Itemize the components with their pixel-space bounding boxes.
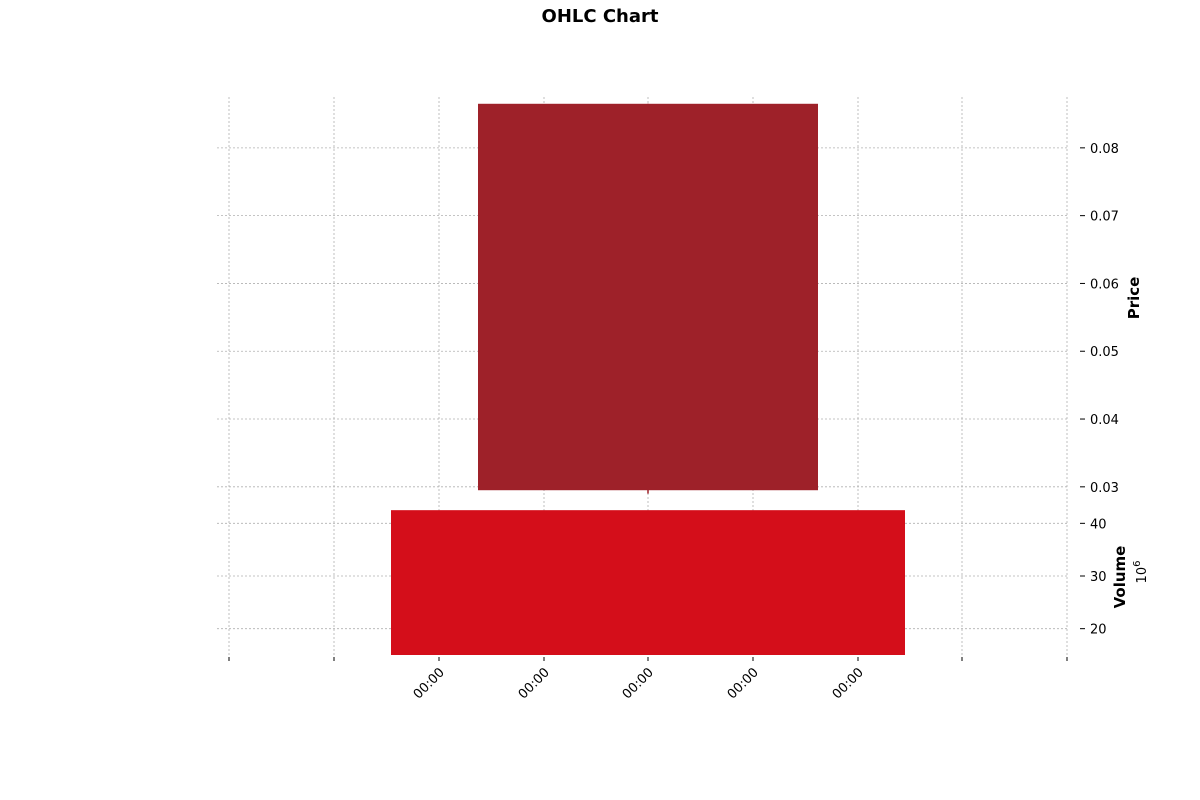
price-axis-label: Price (1125, 277, 1143, 320)
volume-bars (391, 510, 905, 655)
volume-tick-label: 40 (1090, 517, 1107, 532)
candles (478, 103, 818, 494)
x-tick-label: 00:00 (725, 665, 762, 702)
price-tick-label: 0.04 (1090, 413, 1119, 428)
volume-tick-label: 30 (1090, 570, 1107, 585)
x-tick-label: 00:00 (620, 665, 657, 702)
x-tick-label: 00:00 (516, 665, 553, 702)
price-y-ticks: 0.03 0.04 0.05 0.06 0.07 0.08 (1080, 142, 1119, 496)
volume-bar (391, 510, 905, 655)
price-tick-label: 0.06 (1090, 277, 1119, 292)
price-tick-label: 0.08 (1090, 142, 1119, 157)
price-tick-label: 0.03 (1090, 481, 1119, 496)
price-tick-label: 0.05 (1090, 345, 1119, 360)
volume-scale-label: 106 (1132, 561, 1150, 584)
volume-tick-label: 20 (1090, 623, 1107, 638)
candle-body (478, 103, 818, 491)
x-tick-label: 00:00 (830, 665, 867, 702)
chart-title: OHLC Chart (542, 6, 659, 27)
volume-axis-label: Volume (1111, 546, 1129, 609)
x-tick-label: 00:00 (411, 665, 448, 702)
volume-y-ticks: 20 30 40 (1080, 517, 1107, 638)
price-tick-label: 0.07 (1090, 210, 1119, 225)
x-ticks: 00:00 00:00 00:00 00:00 00:00 (228, 657, 1068, 702)
